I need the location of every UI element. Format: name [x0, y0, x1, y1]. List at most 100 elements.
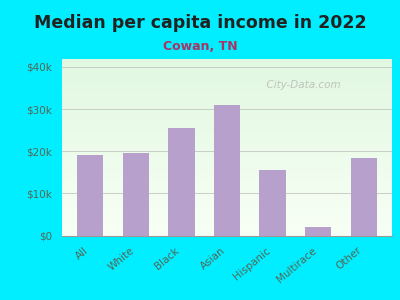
Bar	[62, 145, 392, 147]
Bar	[62, 76, 392, 78]
Bar	[62, 230, 392, 232]
Bar	[62, 179, 392, 181]
Bar	[62, 149, 392, 151]
Bar	[62, 156, 392, 158]
Bar	[62, 115, 392, 117]
Bar	[62, 88, 392, 90]
Bar	[62, 129, 392, 131]
Bar	[62, 94, 392, 96]
Text: City-Data.com: City-Data.com	[260, 80, 341, 90]
Bar	[350, 158, 377, 236]
Bar	[62, 173, 392, 175]
Bar	[62, 159, 392, 161]
Text: Cowan, TN: Cowan, TN	[163, 40, 237, 53]
Bar	[62, 163, 392, 165]
Bar	[62, 209, 392, 211]
Bar	[62, 101, 392, 103]
Bar	[62, 82, 392, 83]
Bar	[259, 170, 286, 236]
Bar	[62, 85, 392, 87]
Bar	[62, 71, 392, 73]
Bar	[62, 175, 392, 177]
Bar	[62, 113, 392, 115]
Bar	[62, 117, 392, 119]
Bar	[62, 103, 392, 104]
Bar	[62, 206, 392, 207]
Bar	[62, 151, 392, 152]
Bar	[62, 152, 392, 154]
Bar	[62, 193, 392, 195]
Bar	[62, 212, 392, 214]
Bar	[305, 227, 332, 236]
Bar	[77, 155, 104, 236]
Bar	[62, 165, 392, 167]
Bar	[62, 140, 392, 142]
Bar	[62, 124, 392, 126]
Bar	[62, 154, 392, 156]
Bar	[62, 67, 392, 69]
Bar	[62, 167, 392, 168]
Bar	[62, 188, 392, 190]
Bar	[62, 66, 392, 68]
Bar	[62, 60, 392, 62]
Bar	[62, 136, 392, 138]
Bar	[62, 190, 392, 191]
Bar	[62, 58, 392, 60]
Bar	[62, 170, 392, 172]
Bar	[62, 225, 392, 227]
Bar	[62, 80, 392, 82]
Bar	[62, 234, 392, 236]
Bar	[62, 62, 392, 64]
Bar	[62, 227, 392, 228]
Bar	[214, 105, 240, 236]
Bar	[62, 126, 392, 127]
Bar	[62, 182, 392, 184]
Bar	[62, 198, 392, 200]
Bar	[62, 69, 392, 71]
Bar	[62, 195, 392, 197]
Bar	[62, 223, 392, 225]
Bar	[62, 133, 392, 135]
Bar	[62, 181, 392, 182]
Bar	[62, 143, 392, 145]
Bar	[62, 87, 392, 88]
Bar	[62, 73, 392, 74]
Bar	[62, 220, 392, 221]
Bar	[62, 204, 392, 206]
Bar	[62, 74, 392, 76]
Bar	[62, 142, 392, 143]
Bar	[62, 172, 392, 173]
Bar	[62, 168, 392, 170]
Bar	[62, 128, 392, 129]
Bar	[62, 98, 392, 99]
Bar	[62, 196, 392, 198]
Bar	[62, 211, 392, 212]
Bar	[62, 191, 392, 193]
Bar	[62, 218, 392, 220]
Bar	[62, 177, 392, 179]
Bar	[62, 221, 392, 223]
Bar	[62, 216, 392, 218]
Bar	[62, 158, 392, 159]
Bar	[62, 64, 392, 66]
Bar	[62, 228, 392, 230]
Bar	[62, 78, 392, 80]
Bar	[62, 90, 392, 92]
Bar	[62, 202, 392, 204]
Bar	[62, 184, 392, 186]
Bar	[62, 106, 392, 108]
Bar	[62, 108, 392, 110]
Bar	[62, 120, 392, 122]
Bar	[62, 112, 392, 113]
Bar	[62, 119, 392, 120]
Bar	[122, 153, 149, 236]
Bar	[62, 135, 392, 137]
Bar	[62, 92, 392, 94]
Bar	[62, 232, 392, 234]
Bar	[62, 83, 392, 85]
Bar	[62, 207, 392, 209]
Bar	[62, 138, 392, 140]
Bar	[62, 147, 392, 149]
Bar	[62, 122, 392, 124]
Bar	[62, 96, 392, 98]
